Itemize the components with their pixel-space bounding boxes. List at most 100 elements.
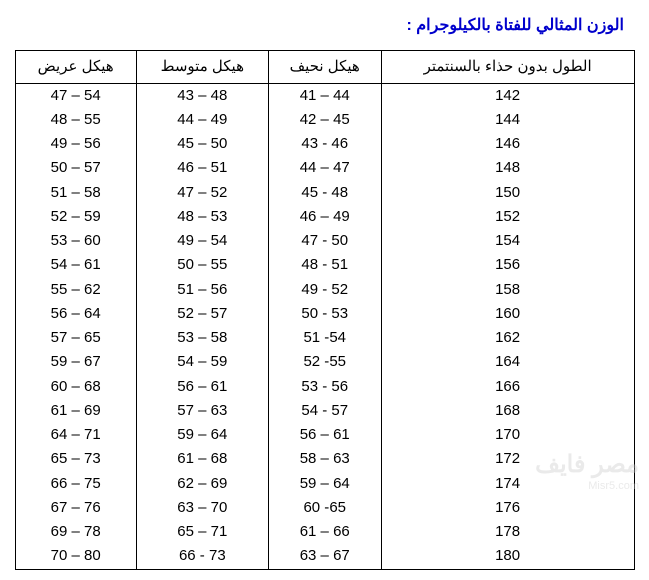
- cell-wide: 59 – 52: [15, 205, 136, 229]
- table-row: 15852 - 4956 – 5162 – 55: [15, 278, 634, 302]
- cell-medium: 59 – 54: [136, 350, 268, 374]
- cell-thin: 45 – 42: [268, 108, 381, 132]
- cell-medium: 58 – 53: [136, 326, 268, 350]
- cell-thin: 52 - 49: [268, 278, 381, 302]
- table-header-row: الطول بدون حذاء بالسنتمتر هيكل نحيف هيكل…: [15, 51, 634, 84]
- cell-thin: 49 – 46: [268, 205, 381, 229]
- cell-wide: 80 – 70: [15, 544, 136, 569]
- cell-height: 150: [381, 181, 634, 205]
- cell-wide: 65 – 57: [15, 326, 136, 350]
- cell-height: 152: [381, 205, 634, 229]
- cell-height: 168: [381, 399, 634, 423]
- table-row: 14445 – 4249 – 4455 – 48: [15, 108, 634, 132]
- table-row: 17665- 6070 – 6376 – 67: [15, 496, 634, 520]
- cell-wide: 69 – 61: [15, 399, 136, 423]
- cell-medium: 49 – 44: [136, 108, 268, 132]
- cell-medium: 55 – 50: [136, 253, 268, 277]
- cell-medium: 71 – 65: [136, 520, 268, 544]
- cell-height: 146: [381, 132, 634, 156]
- table-row: 15048 - 4552 – 4758 – 51: [15, 181, 634, 205]
- cell-medium: 68 – 61: [136, 447, 268, 471]
- table-row: 17061 – 5664 – 5971 – 64: [15, 423, 634, 447]
- table-row: 15249 – 4653 – 4859 – 52: [15, 205, 634, 229]
- cell-wide: 61 – 54: [15, 253, 136, 277]
- cell-thin: 64 – 59: [268, 472, 381, 496]
- cell-wide: 73 – 65: [15, 447, 136, 471]
- cell-thin: 47 – 44: [268, 156, 381, 180]
- weight-table: الطول بدون حذاء بالسنتمتر هيكل نحيف هيكل…: [15, 50, 635, 570]
- table-row: 15651 - 4855 – 5061 – 54: [15, 253, 634, 277]
- table-row: 14847 – 4451 – 4657 – 50: [15, 156, 634, 180]
- cell-height: 156: [381, 253, 634, 277]
- cell-height: 178: [381, 520, 634, 544]
- cell-thin: 56 - 53: [268, 375, 381, 399]
- table-row: 17866 – 6171 – 6578 – 69: [15, 520, 634, 544]
- cell-medium: 54 – 49: [136, 229, 268, 253]
- cell-height: 144: [381, 108, 634, 132]
- table-row: 15450 - 4754 – 4960 – 53: [15, 229, 634, 253]
- cell-height: 154: [381, 229, 634, 253]
- cell-medium: 69 – 62: [136, 472, 268, 496]
- cell-height: 164: [381, 350, 634, 374]
- table-body: 14244 – 4148 – 4354 – 4714445 – 4249 – 4…: [15, 83, 634, 569]
- cell-thin: 48 - 45: [268, 181, 381, 205]
- cell-wide: 68 – 60: [15, 375, 136, 399]
- cell-medium: 53 – 48: [136, 205, 268, 229]
- header-thin: هيكل نحيف: [268, 51, 381, 84]
- table-row: 17464 – 5969 – 6275 – 66: [15, 472, 634, 496]
- cell-thin: 66 – 61: [268, 520, 381, 544]
- cell-wide: 58 – 51: [15, 181, 136, 205]
- cell-height: 142: [381, 83, 634, 108]
- cell-medium: 51 – 46: [136, 156, 268, 180]
- cell-height: 160: [381, 302, 634, 326]
- cell-thin: 65- 60: [268, 496, 381, 520]
- cell-wide: 54 – 47: [15, 83, 136, 108]
- cell-thin: 53 - 50: [268, 302, 381, 326]
- cell-medium: 52 – 47: [136, 181, 268, 205]
- header-wide: هيكل عريض: [15, 51, 136, 84]
- cell-wide: 62 – 55: [15, 278, 136, 302]
- cell-height: 170: [381, 423, 634, 447]
- cell-wide: 71 – 64: [15, 423, 136, 447]
- cell-thin: 44 – 41: [268, 83, 381, 108]
- cell-thin: 51 - 48: [268, 253, 381, 277]
- cell-thin: 54- 51: [268, 326, 381, 350]
- table-row: 16455- 5259 – 5467 – 59: [15, 350, 634, 374]
- cell-medium: 61 – 56: [136, 375, 268, 399]
- cell-height: 148: [381, 156, 634, 180]
- cell-thin: 55- 52: [268, 350, 381, 374]
- cell-medium: 57 – 52: [136, 302, 268, 326]
- cell-wide: 56 – 49: [15, 132, 136, 156]
- cell-medium: 64 – 59: [136, 423, 268, 447]
- cell-thin: 63 – 58: [268, 447, 381, 471]
- cell-height: 172: [381, 447, 634, 471]
- table-row: 16254- 5158 – 5365 – 57: [15, 326, 634, 350]
- table-row: 18067 – 6373 - 6680 – 70: [15, 544, 634, 569]
- cell-height: 166: [381, 375, 634, 399]
- cell-thin: 67 – 63: [268, 544, 381, 569]
- cell-medium: 56 – 51: [136, 278, 268, 302]
- cell-wide: 78 – 69: [15, 520, 136, 544]
- cell-height: 174: [381, 472, 634, 496]
- table-row: 16053 - 5057 – 5264 – 56: [15, 302, 634, 326]
- cell-wide: 57 – 50: [15, 156, 136, 180]
- page-title: الوزن المثالي للفتاة بالكيلوجرام :: [10, 15, 624, 35]
- cell-thin: 61 – 56: [268, 423, 381, 447]
- cell-wide: 67 – 59: [15, 350, 136, 374]
- cell-wide: 76 – 67: [15, 496, 136, 520]
- cell-medium: 63 – 57: [136, 399, 268, 423]
- header-height: الطول بدون حذاء بالسنتمتر: [381, 51, 634, 84]
- header-medium: هيكل متوسط: [136, 51, 268, 84]
- cell-thin: 46 - 43: [268, 132, 381, 156]
- cell-medium: 50 – 45: [136, 132, 268, 156]
- cell-wide: 75 – 66: [15, 472, 136, 496]
- cell-wide: 64 – 56: [15, 302, 136, 326]
- table-row: 14244 – 4148 – 4354 – 47: [15, 83, 634, 108]
- cell-height: 180: [381, 544, 634, 569]
- cell-thin: 57 - 54: [268, 399, 381, 423]
- cell-thin: 50 - 47: [268, 229, 381, 253]
- cell-height: 162: [381, 326, 634, 350]
- table-row: 16656 - 5361 – 5668 – 60: [15, 375, 634, 399]
- cell-height: 176: [381, 496, 634, 520]
- cell-height: 158: [381, 278, 634, 302]
